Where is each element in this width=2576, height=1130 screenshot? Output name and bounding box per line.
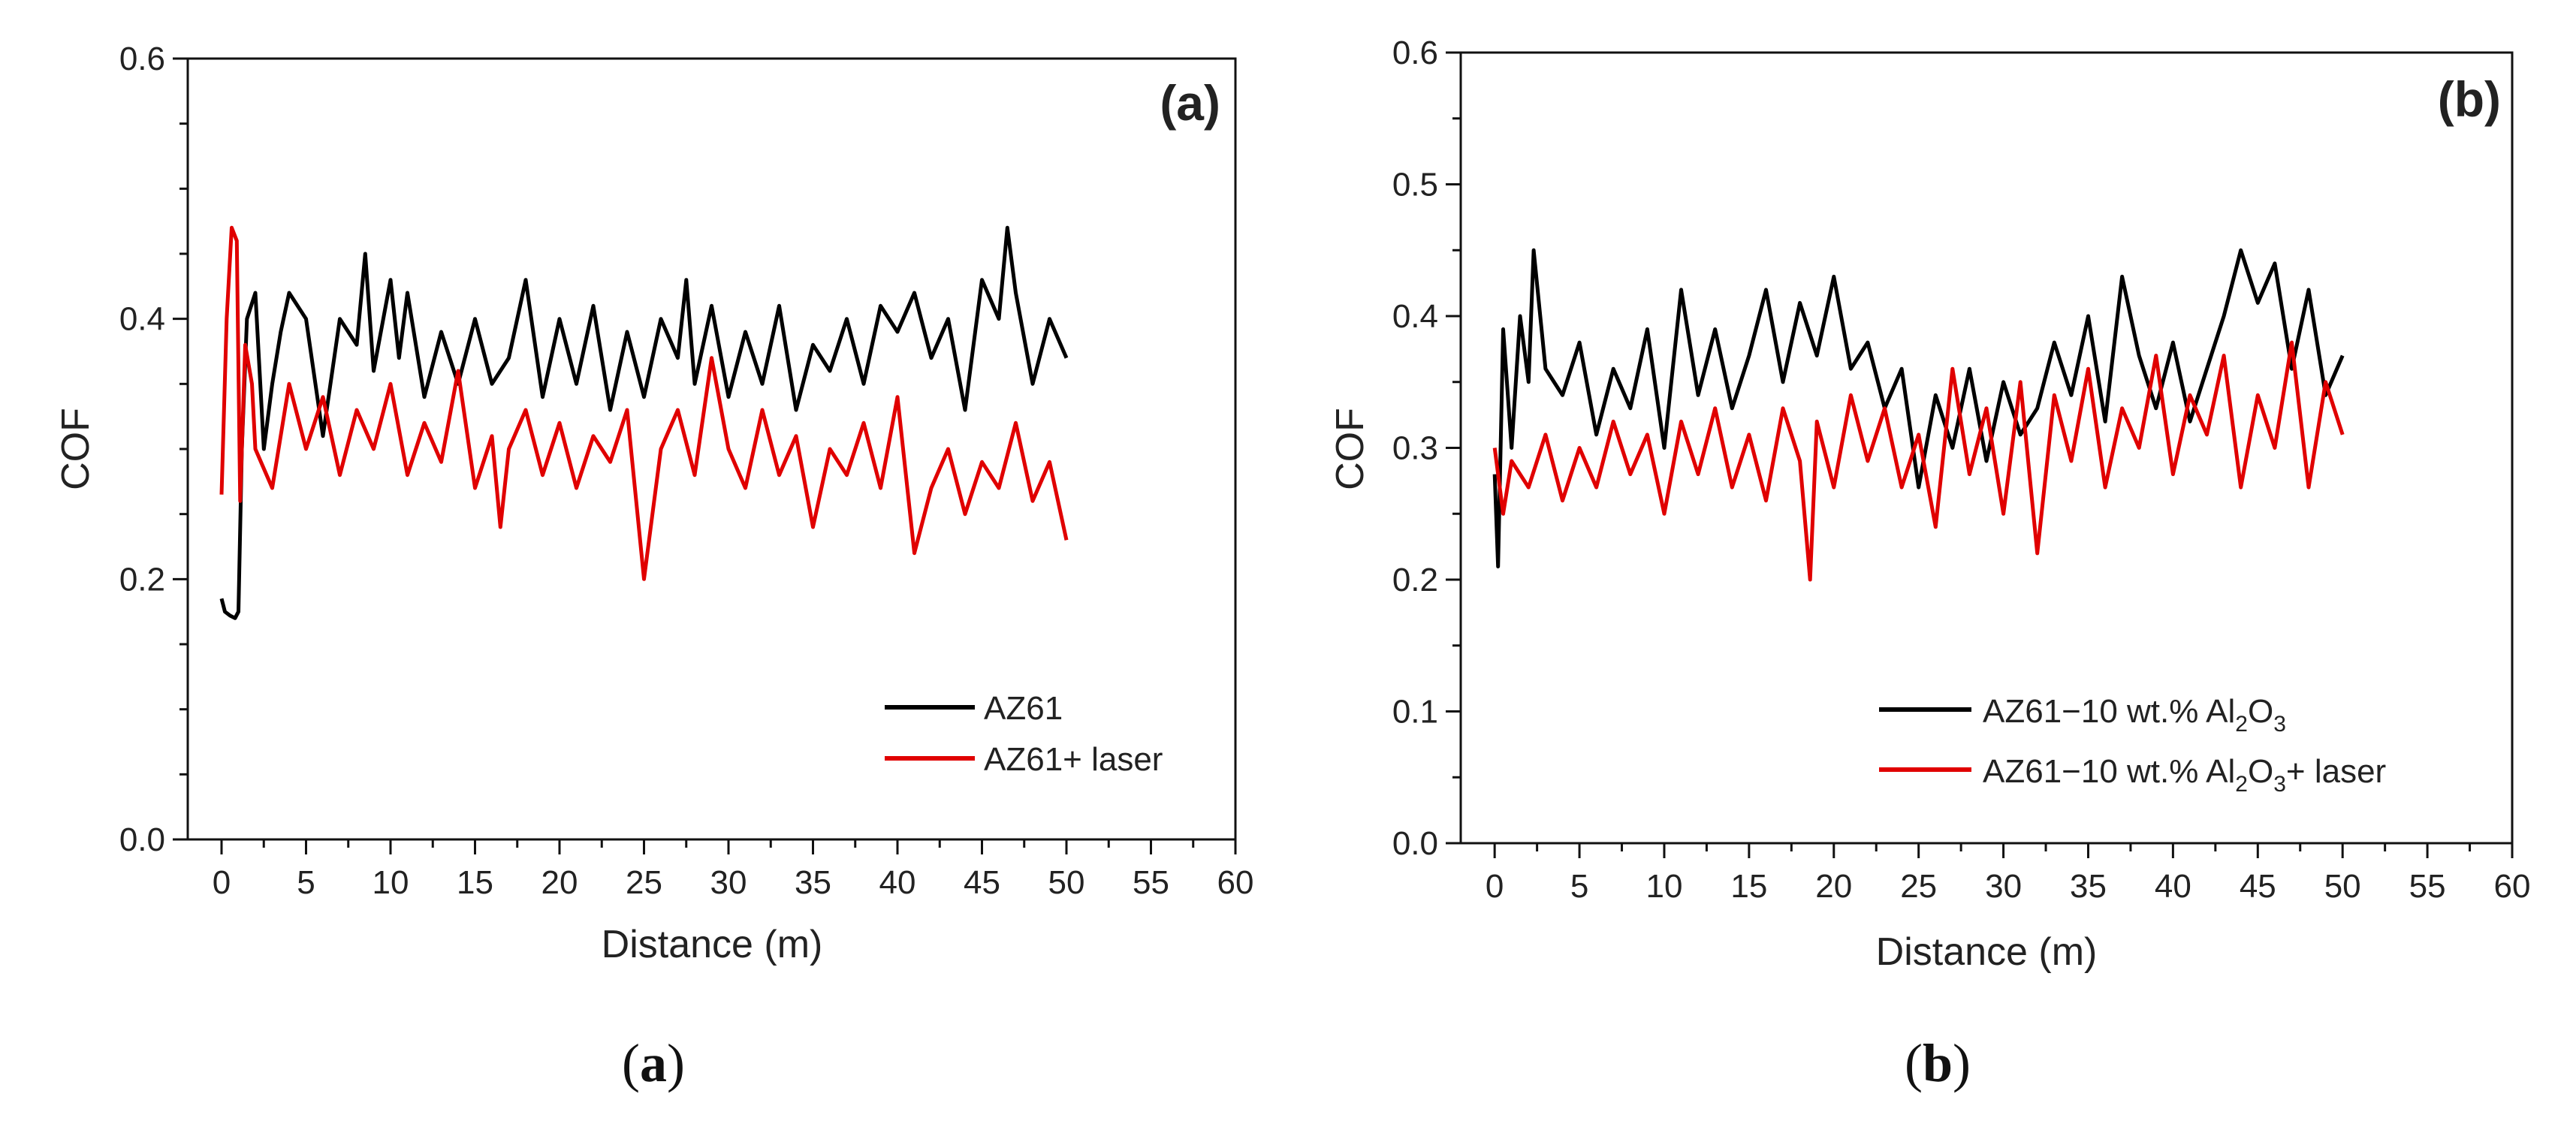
series-layer-a — [219, 225, 1069, 620]
x-axis-title-a: Distance (m) — [602, 923, 823, 966]
legend-composite-pre: AZ61−10 wt.% Al — [1983, 693, 2235, 730]
x-tick-label-b-9: 45 — [2240, 868, 2276, 905]
legend-composite-mid: O — [2248, 693, 2273, 730]
x-tick-label-a-7: 35 — [795, 864, 831, 901]
series-line-a-1 — [219, 225, 1069, 581]
chart-panel-a: 0 5 10 15 20 25 30 35 40 45 50 55 60 0.0 0.2 0.4 0.6 (a)… — [54, 41, 1253, 966]
legend-label-composite: AZ61−10 wt.% Al2O3 — [1983, 693, 2286, 737]
legend-composite-laser-pre: AZ61−10 wt.% Al — [1983, 753, 2235, 790]
y-tick-label-b-2: 0.2 — [1392, 562, 1438, 598]
legend-label-az61-laser: AZ61+ laser — [984, 741, 1163, 778]
x-tick-label-b-6: 30 — [1985, 868, 2022, 905]
ticks-layer-b: 0 5 10 15 20 25 30 35 40 45 50 55 60 0.0 0.1 0.2 0.3 0.4 0… — [1392, 35, 2531, 905]
series-line-a-0 — [219, 225, 1069, 620]
legend-label-composite-laser: AZ61−10 wt.% Al2O3+ laser — [1983, 753, 2386, 797]
x-tick-label-a-1: 5 — [297, 864, 315, 901]
x-tick-label-b-10: 50 — [2324, 868, 2361, 905]
x-tick-label-b-1: 5 — [1570, 868, 1588, 905]
x-tick-label-a-3: 15 — [457, 864, 493, 901]
legend-composite-laser-post: + laser — [2286, 753, 2386, 790]
caption-b: (b) — [1905, 1033, 1971, 1093]
x-tick-label-b-7: 35 — [2070, 868, 2107, 905]
y-axis-title-b: COF — [1329, 408, 1372, 490]
caption-b-open: ( — [1905, 1033, 1923, 1093]
x-tick-label-a-0: 0 — [213, 864, 231, 901]
caption-a-close: ) — [667, 1033, 685, 1093]
legend-a: AZ61 AZ61+ laser — [885, 690, 1163, 778]
chart-panel-b: 0 5 10 15 20 25 30 35 40 45 50 55 60 0.0 0.1 0.2 0.3 0.4 0… — [1329, 35, 2530, 974]
caption-b-letter: b — [1923, 1033, 1953, 1093]
y-tick-label-b-6: 0.6 — [1392, 35, 1438, 71]
legend-label-az61: AZ61 — [984, 690, 1063, 727]
x-tick-label-b-11: 55 — [2409, 868, 2446, 905]
x-axis-title-b: Distance (m) — [1876, 930, 2098, 974]
legend-composite-sub1: 2 — [2235, 712, 2248, 737]
plot-area-b — [1461, 53, 2512, 843]
x-tick-label-b-3: 15 — [1730, 868, 1767, 905]
x-tick-label-a-9: 45 — [964, 864, 1000, 901]
x-tick-label-a-10: 50 — [1048, 864, 1085, 901]
panel-label-b: (b) — [2438, 71, 2501, 127]
x-tick-label-a-11: 55 — [1133, 864, 1169, 901]
series-line-b-1 — [1492, 340, 2345, 582]
panel-label-a: (a) — [1160, 75, 1220, 131]
x-tick-label-b-5: 25 — [1900, 868, 1937, 905]
y-axis-title-a: COF — [54, 408, 98, 490]
legend-composite-laser-sub1: 2 — [2235, 772, 2248, 797]
y-tick-label-a-0: 0.0 — [119, 821, 165, 858]
x-tick-label-b-4: 20 — [1815, 868, 1852, 905]
x-tick-label-a-2: 10 — [373, 864, 409, 901]
x-tick-label-a-8: 40 — [879, 864, 916, 901]
y-tick-label-a-3: 0.6 — [119, 41, 165, 77]
plot-area-a — [188, 59, 1235, 839]
x-tick-label-b-8: 40 — [2155, 868, 2191, 905]
y-tick-label-a-1: 0.2 — [119, 561, 165, 598]
y-tick-label-a-2: 0.4 — [119, 301, 165, 338]
y-tick-label-b-1: 0.1 — [1392, 694, 1438, 731]
x-tick-label-a-4: 20 — [541, 864, 578, 901]
caption-a-open: ( — [622, 1033, 640, 1093]
x-tick-label-b-0: 0 — [1486, 868, 1504, 905]
caption-b-close: ) — [1953, 1033, 1971, 1093]
legend-composite-sub2: 3 — [2273, 712, 2286, 737]
y-tick-label-b-0: 0.0 — [1392, 825, 1438, 862]
y-tick-label-b-3: 0.3 — [1392, 430, 1438, 467]
x-tick-label-a-12: 60 — [1217, 864, 1254, 901]
legend-composite-laser-mid: O — [2248, 753, 2273, 790]
caption-a: (a) — [622, 1033, 685, 1093]
legend-b: AZ61−10 wt.% Al2O3 AZ61−10 wt.% Al2O3+ l… — [1879, 693, 2386, 797]
x-tick-label-b-12: 60 — [2494, 868, 2531, 905]
x-tick-label-a-5: 25 — [626, 864, 662, 901]
y-tick-label-b-4: 0.4 — [1392, 298, 1438, 335]
ticks-layer-a: 0 5 10 15 20 25 30 35 40 45 50 55 60 0.0 0.2 0.4 0.6 — [119, 41, 1254, 901]
series-layer-b — [1492, 248, 2345, 582]
x-tick-label-b-2: 10 — [1645, 868, 1682, 905]
legend-composite-laser-sub2: 3 — [2273, 772, 2286, 797]
x-tick-label-a-6: 30 — [710, 864, 747, 901]
caption-a-letter: a — [640, 1033, 667, 1093]
y-tick-label-b-5: 0.5 — [1392, 167, 1438, 203]
